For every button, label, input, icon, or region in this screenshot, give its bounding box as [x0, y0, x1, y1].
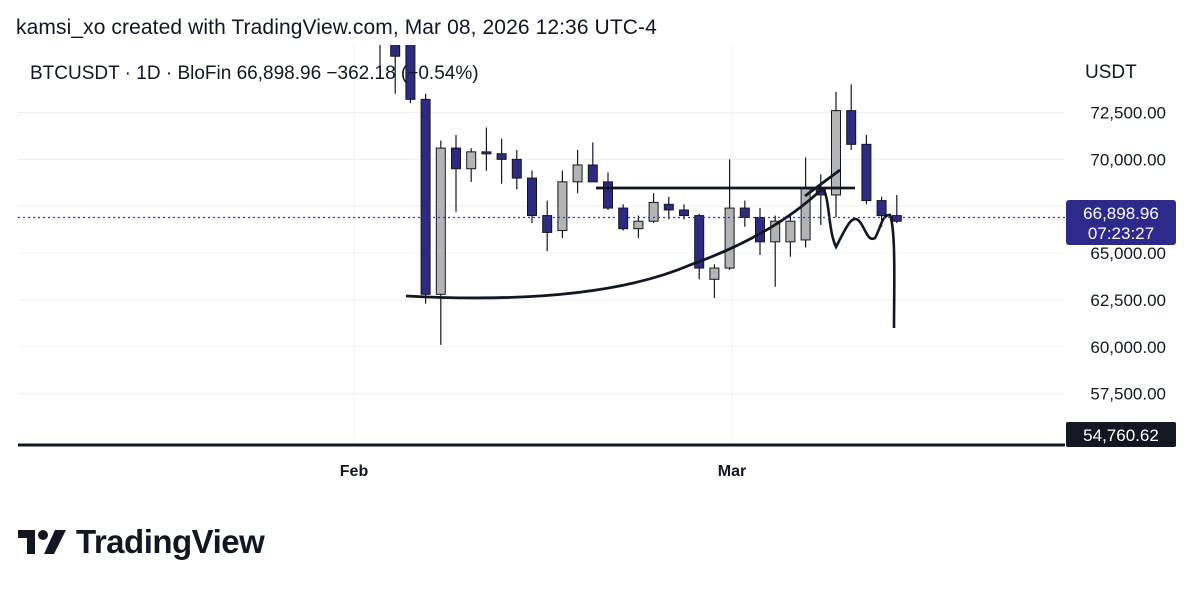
- candle: [679, 204, 689, 220]
- x-tick-label: Mar: [718, 463, 746, 480]
- candle: [648, 193, 659, 224]
- candle: [481, 127, 492, 171]
- tradingview-logo-icon: [18, 530, 66, 554]
- candle: [861, 134, 872, 205]
- candle: [785, 215, 796, 257]
- candle-body: [603, 181, 613, 209]
- breakout-trendline: [804, 168, 841, 198]
- candle: [390, 45, 401, 94]
- candles: [376, 9, 902, 345]
- legend-change: −362.18: [326, 63, 395, 84]
- candle-body: [648, 201, 659, 222]
- x-tick-label: Feb: [340, 463, 369, 480]
- candle: [557, 170, 568, 239]
- countdown-value: 07:23:27: [1088, 224, 1154, 243]
- legend-exchange: BloFin: [177, 63, 231, 84]
- candle: [709, 264, 720, 299]
- candle-body: [724, 207, 735, 269]
- candle-body: [420, 98, 431, 295]
- y-tick-label: 60,000.00: [1090, 338, 1166, 357]
- candle-body: [876, 200, 887, 217]
- candle: [511, 149, 522, 190]
- candle: [663, 196, 674, 220]
- candle-body: [451, 147, 461, 170]
- candle: [770, 215, 781, 287]
- legend-change-pct: (−0.54%): [401, 63, 479, 84]
- candle-body: [891, 215, 902, 222]
- candle-body: [770, 220, 781, 243]
- candle-body: [663, 203, 674, 211]
- candle-body: [694, 215, 705, 269]
- candle: [435, 140, 446, 345]
- tradingview-logo: TradingView: [18, 522, 265, 562]
- candle: [831, 91, 841, 218]
- candle-body: [511, 158, 522, 179]
- candle-body: [496, 153, 507, 160]
- candle-body: [618, 207, 629, 230]
- chart-legend: BTCUSDT · 1D · BloFin 66,898.96 −362.18 …: [30, 63, 479, 84]
- time-axis[interactable]: Feb Mar: [340, 463, 746, 480]
- candle-body: [861, 143, 872, 202]
- current-price-badge: 66,898.96 07:23:27: [1066, 200, 1176, 245]
- candle-body: [709, 267, 720, 280]
- y-tick-label: 70,000.00: [1090, 150, 1166, 169]
- candle-body: [785, 220, 796, 243]
- candle-body: [435, 147, 446, 295]
- candle: [587, 142, 598, 183]
- candle: [572, 149, 583, 194]
- low-price-value: 54,760.62: [1083, 426, 1159, 445]
- legend-interval: 1D: [136, 63, 160, 84]
- chart-watermark: kamsi_xo created with TradingView.com, M…: [16, 16, 657, 39]
- y-tick-label: 62,500.00: [1090, 291, 1166, 310]
- current-price-value: 66,898.96: [1083, 204, 1159, 223]
- candle-body: [481, 151, 492, 155]
- grid-lines: [18, 45, 1065, 445]
- candle: [633, 215, 644, 239]
- candle-body: [405, 45, 416, 100]
- low-price-badge: 54,760.62: [1066, 422, 1176, 447]
- y-tick-label: 65,000.00: [1090, 244, 1166, 263]
- candle-body: [587, 164, 598, 183]
- y-tick-label: 57,500.00: [1090, 385, 1166, 404]
- cup-curve: [405, 186, 824, 300]
- candle-body: [633, 220, 644, 230]
- price-chart[interactable]: 72,500.0070,000.0067,500.0065,000.0062,5…: [0, 0, 1200, 500]
- candle: [846, 84, 857, 150]
- candle-body: [527, 177, 537, 217]
- candle-body: [846, 110, 857, 145]
- candle: [405, 45, 416, 104]
- candle-body: [755, 216, 765, 243]
- price-axis-background: [1065, 0, 1200, 500]
- candle: [603, 172, 613, 210]
- candle: [420, 93, 431, 304]
- candle: [724, 159, 735, 270]
- candle-body: [739, 207, 750, 218]
- candle: [496, 138, 507, 184]
- candle: [466, 148, 477, 182]
- candle: [739, 200, 750, 227]
- candle-body: [376, 9, 385, 43]
- legend-symbol: BTCUSDT: [30, 63, 120, 84]
- candle-body: [831, 110, 841, 196]
- candle: [542, 200, 553, 252]
- candle: [376, 9, 385, 70]
- candle: [527, 170, 537, 224]
- candle: [451, 134, 461, 212]
- legend-last: 66,898.96: [237, 63, 322, 84]
- price-axis-unit: USDT: [1085, 62, 1137, 83]
- candle-body: [390, 45, 401, 57]
- candle-body: [557, 181, 568, 232]
- candle-body: [572, 164, 583, 183]
- projection-path: [821, 187, 896, 329]
- drawings: [405, 168, 896, 329]
- candle-body: [542, 215, 553, 233]
- candle-body: [679, 209, 689, 217]
- y-tick-label: 72,500.00: [1090, 103, 1166, 122]
- tradingview-logo-text: TradingView: [76, 523, 265, 560]
- candle: [891, 194, 902, 224]
- candle: [694, 213, 705, 280]
- candle-body: [466, 151, 477, 170]
